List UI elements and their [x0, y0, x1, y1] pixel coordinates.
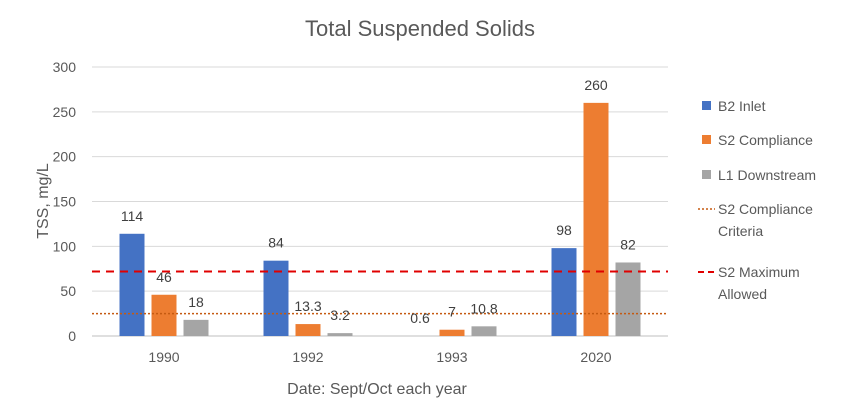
bar	[119, 233, 145, 336]
data-label: 84	[268, 235, 284, 251]
y-tick-label: 200	[53, 149, 77, 165]
bar	[551, 248, 577, 336]
y-tick-label: 0	[68, 328, 76, 344]
legend-swatch	[702, 170, 711, 179]
bar	[615, 262, 641, 336]
legend: B2 Inlet S2 Compliance L1 Downstream S2 Com…	[698, 98, 816, 302]
data-label: 98	[556, 222, 572, 238]
data-label: 0.6	[410, 310, 430, 326]
legend-label: B2 Inlet	[718, 98, 766, 114]
bar	[263, 260, 289, 336]
bar	[183, 319, 209, 336]
legend-label: L1 Downstream	[718, 167, 816, 183]
data-label: 10.8	[470, 300, 497, 316]
data-label: 114	[121, 208, 144, 224]
y-tick-label: 100	[53, 238, 77, 254]
legend-label: Allowed	[718, 286, 767, 302]
y-tick-label: 50	[60, 283, 76, 299]
bar	[471, 326, 497, 336]
legend-swatch	[702, 135, 711, 144]
bar	[295, 324, 321, 336]
legend-label: S2 Maximum	[718, 264, 800, 280]
x-tick-label: 1993	[436, 349, 467, 365]
legend-swatch	[702, 101, 711, 110]
y-tick-label: 250	[53, 104, 77, 120]
x-tick-label: 1992	[292, 349, 323, 365]
data-label: 18	[188, 294, 204, 310]
legend-label: Criteria	[718, 223, 763, 239]
reference-lines	[92, 270, 668, 315]
y-tick-label: 300	[53, 59, 77, 75]
x-tick-label: 2020	[580, 349, 611, 365]
bar	[439, 329, 465, 336]
data-label: 3.2	[330, 307, 350, 323]
data-labels: 114 46 18 84 13.3 3.2 7 10.8 98 260 82 0.6	[121, 77, 636, 326]
bar	[151, 294, 177, 336]
bars	[119, 102, 641, 336]
data-label: 13.3	[294, 298, 321, 314]
bar	[327, 333, 353, 336]
data-label: 46	[156, 269, 172, 285]
legend-label: S2 Compliance	[718, 201, 813, 217]
chart-title: Total Suspended Solids	[305, 16, 535, 41]
bar	[583, 102, 609, 336]
x-axis-ticks: 1990 1992 1993 2020	[148, 349, 611, 365]
gridlines	[92, 66, 668, 337]
y-axis-ticks: 0 50 100 150 200 250 300	[53, 59, 77, 344]
x-axis-label: Date: Sept/Oct each year	[287, 381, 467, 398]
data-label: 7	[448, 304, 456, 320]
x-tick-label: 1990	[148, 349, 179, 365]
y-axis-label: TSS, mg/L	[35, 163, 52, 239]
legend-label: S2 Compliance	[718, 132, 813, 148]
y-tick-label: 150	[53, 194, 77, 210]
data-label: 260	[584, 77, 608, 93]
data-label: 82	[620, 236, 636, 252]
